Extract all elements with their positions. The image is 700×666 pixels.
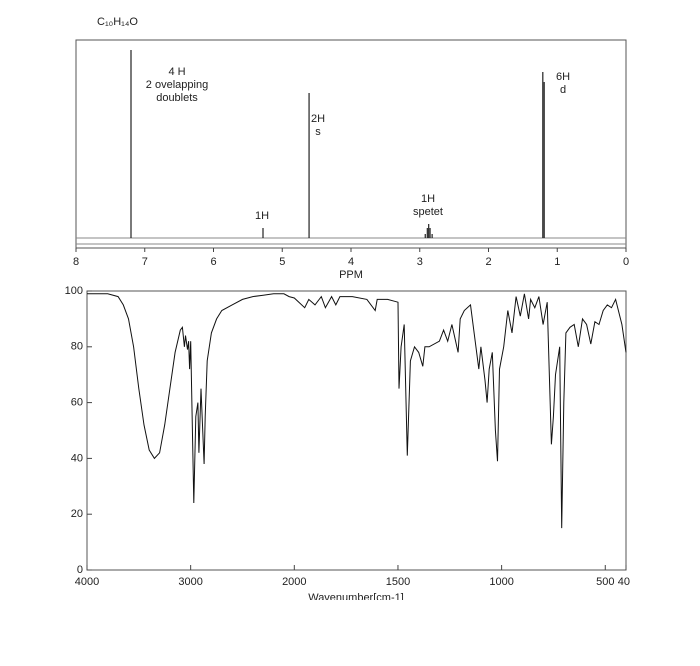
ir-trace (87, 293, 627, 529)
spectra-figure: C₁₀H₁₄O PPM Wavenumber[cm-1] 8 7 6 5 4 3 2 1 0 4 … (65, 16, 630, 600)
x-tick-label: 2 (485, 256, 491, 268)
x-tick-label: 3 (417, 256, 423, 268)
annotation: spetet (413, 206, 443, 218)
nmr-frame (75, 39, 627, 249)
x-tick-label: 1500 (386, 576, 410, 588)
annotation: d (560, 84, 566, 96)
annotation: doublets (156, 92, 198, 104)
y-tick-label: 100 (65, 285, 83, 297)
x-tick-label: 5 (279, 256, 285, 268)
x-tick-label: 3000 (178, 576, 202, 588)
x-tick-label: 500 (596, 576, 614, 588)
annotation: 1H (421, 193, 435, 205)
ir-frame (86, 290, 627, 571)
annotation: 4 H (168, 66, 185, 78)
y-tick-label: 20 (71, 508, 83, 520)
annotation: 2H (311, 113, 325, 125)
x-tick-label: 8 (73, 256, 79, 268)
y-tick-label: 60 (71, 397, 83, 409)
annotation: 1H (255, 210, 269, 222)
x-tick-label: 4000 (75, 576, 99, 588)
x-axis-label: PPM (339, 269, 363, 281)
x-tick-label: 2000 (282, 576, 306, 588)
x-tick-label: 0 (623, 256, 629, 268)
x-tick-label: 4 (348, 256, 354, 268)
x-tick-label: 40 (618, 576, 630, 588)
x-tick-label: 7 (142, 256, 148, 268)
x-tick-label: 1000 (489, 576, 513, 588)
chart-title: C₁₀H₁₄O (97, 16, 138, 28)
annotation: s (315, 126, 321, 138)
y-tick-label: 80 (71, 341, 83, 353)
annotation: 6H (556, 71, 570, 83)
x-axis-label: Wavenumber[cm-1] (308, 592, 404, 600)
y-tick-label: 40 (71, 452, 83, 464)
annotation: 2 ovelapping (146, 79, 208, 91)
x-tick-label: 1 (554, 256, 560, 268)
x-tick-label: 6 (210, 256, 216, 268)
y-tick-label: 0 (77, 564, 83, 576)
